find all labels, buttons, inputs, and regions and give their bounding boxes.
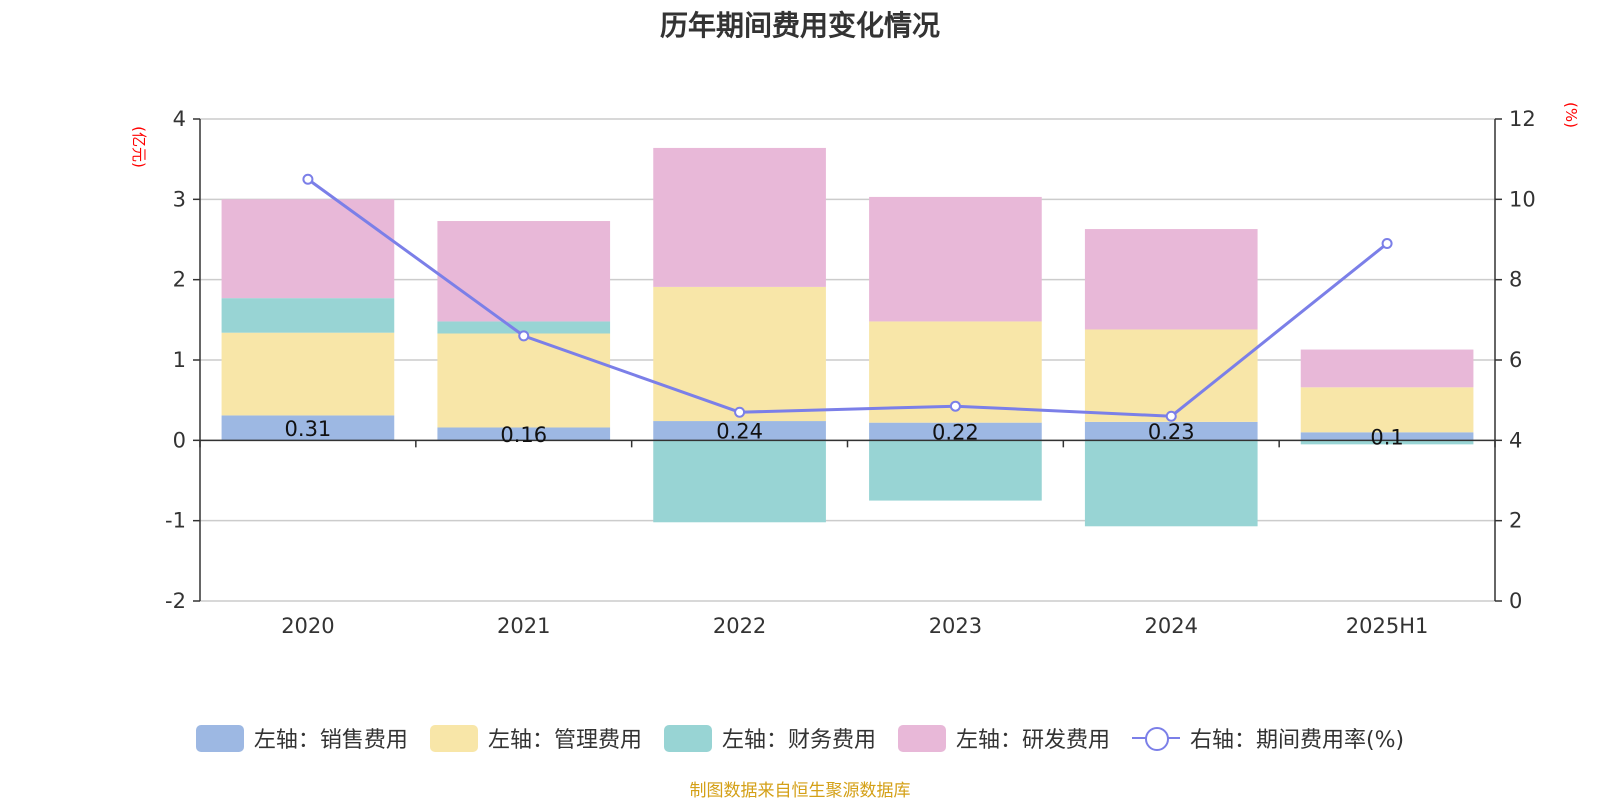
legend: 左轴：销售费用 左轴：管理费用 左轴：财务费用 左轴：研发费用 右轴：期间费用率…: [0, 722, 1600, 754]
right-axis-unit: (%): [1562, 102, 1580, 128]
left-axis-tick-label: 1: [173, 348, 186, 372]
bar-segment: [1300, 387, 1474, 433]
left-axis-tick-label: 3: [173, 187, 186, 211]
expense-rate-point: [734, 406, 746, 418]
bar-segment: [653, 286, 826, 422]
bar-segment: [437, 333, 611, 428]
bar-segment: [869, 422, 1042, 441]
right-axis-tick-label: 0: [1509, 589, 1522, 613]
right-axis-tick-label: 10: [1509, 187, 1536, 211]
legend-label-expense-rate: 右轴：期间费用率(%): [1189, 728, 1405, 753]
bar-segment: [437, 427, 611, 441]
legend-item-expense-rate[interactable]: 右轴：期间费用率(%): [1131, 722, 1405, 754]
bar-segment: [221, 298, 395, 333]
bar-segment: [869, 440, 1042, 501]
bar-segment: [1300, 440, 1474, 445]
legend-item-rnd[interactable]: 左轴：研发费用: [897, 722, 1110, 754]
bar-segment: [1084, 329, 1258, 422]
sales-data-label: 0.16: [500, 423, 547, 447]
legend-swatch-sales: [195, 724, 244, 752]
legend-item-sales[interactable]: 左轴：销售费用: [195, 722, 408, 754]
x-axis-tick-label: 2020: [281, 614, 334, 638]
legend-swatch-rnd: [897, 724, 946, 752]
bar-segment: [437, 221, 611, 322]
bar-segment: [1300, 349, 1474, 388]
bar-segment: [869, 196, 1042, 322]
sales-data-label: 0.31: [285, 417, 332, 441]
sales-data-label: 0.1: [1370, 425, 1403, 449]
expense-rate-point: [518, 330, 530, 342]
x-axis-tick-label: 2024: [1145, 614, 1198, 638]
right-axis-tick-label: 12: [1509, 107, 1536, 131]
right-axis-tick-label: 6: [1509, 348, 1522, 372]
legend-label-finance: 左轴：财务费用: [721, 728, 876, 753]
bar-segment: [1300, 432, 1474, 441]
data-source-note: 制图数据来自恒生聚源数据库: [689, 781, 911, 801]
sales-data-label: 0.22: [932, 420, 979, 444]
chart-title: 历年期间费用变化情况: [659, 9, 940, 42]
right-axis-tick-label: 8: [1509, 268, 1522, 292]
legend-item-admin[interactable]: 左轴：管理费用: [429, 722, 642, 754]
left-axis-tick-label: -1: [165, 509, 186, 533]
legend-line-marker-icon: [1131, 725, 1180, 751]
bar-segment: [437, 321, 611, 334]
data-labels: 0.31 0.16 0.24 0.22 0.23 0.1: [285, 417, 1404, 449]
legend-label-admin: 左轴：管理费用: [487, 728, 642, 753]
expense-rate-point: [949, 400, 961, 412]
expense-rate-point: [1381, 238, 1393, 250]
left-axis-tick-label: -2: [165, 589, 186, 613]
right-axis-tick-label: 4: [1509, 428, 1522, 452]
legend-label-rnd: 左轴：研发费用: [955, 728, 1110, 753]
bar-segment: [1084, 421, 1258, 441]
right-axis-tick-label: 2: [1509, 509, 1522, 533]
bar-segment: [1084, 440, 1258, 527]
left-axis-tick-label: 0: [173, 428, 186, 452]
x-axis-tick-label: 2022: [713, 614, 766, 638]
bar-segment: [221, 199, 395, 299]
sales-data-label: 0.23: [1148, 420, 1195, 444]
legend-swatch-admin: [429, 724, 478, 752]
left-axis-tick-label: 2: [173, 268, 186, 292]
x-axis-tick-label: 2021: [497, 614, 550, 638]
line-series: [302, 173, 1393, 422]
bar-segment: [653, 440, 826, 523]
legend-item-finance[interactable]: 左轴：财务费用: [663, 722, 876, 754]
expense-rate-point: [1165, 410, 1177, 422]
x-axis-tick-label: 2025H1: [1346, 614, 1429, 638]
expense-rate-line: [307, 178, 1389, 418]
bar-segment: [221, 415, 395, 441]
bar-segment: [1084, 229, 1258, 330]
legend-label-sales: 左轴：销售费用: [253, 728, 408, 753]
grid-lines: [200, 118, 1495, 602]
bar-segment: [653, 147, 826, 287]
bar-series: [221, 147, 1474, 527]
x-axis-tick-label: 2023: [929, 614, 982, 638]
bar-segment: [221, 332, 395, 416]
left-axis-tick-label: 4: [173, 107, 186, 131]
expense-rate-point: [302, 173, 314, 185]
legend-swatch-finance: [663, 724, 712, 752]
sales-data-label: 0.24: [716, 420, 763, 444]
left-axis-unit: (亿元): [130, 126, 148, 168]
bar-segment: [653, 421, 826, 441]
